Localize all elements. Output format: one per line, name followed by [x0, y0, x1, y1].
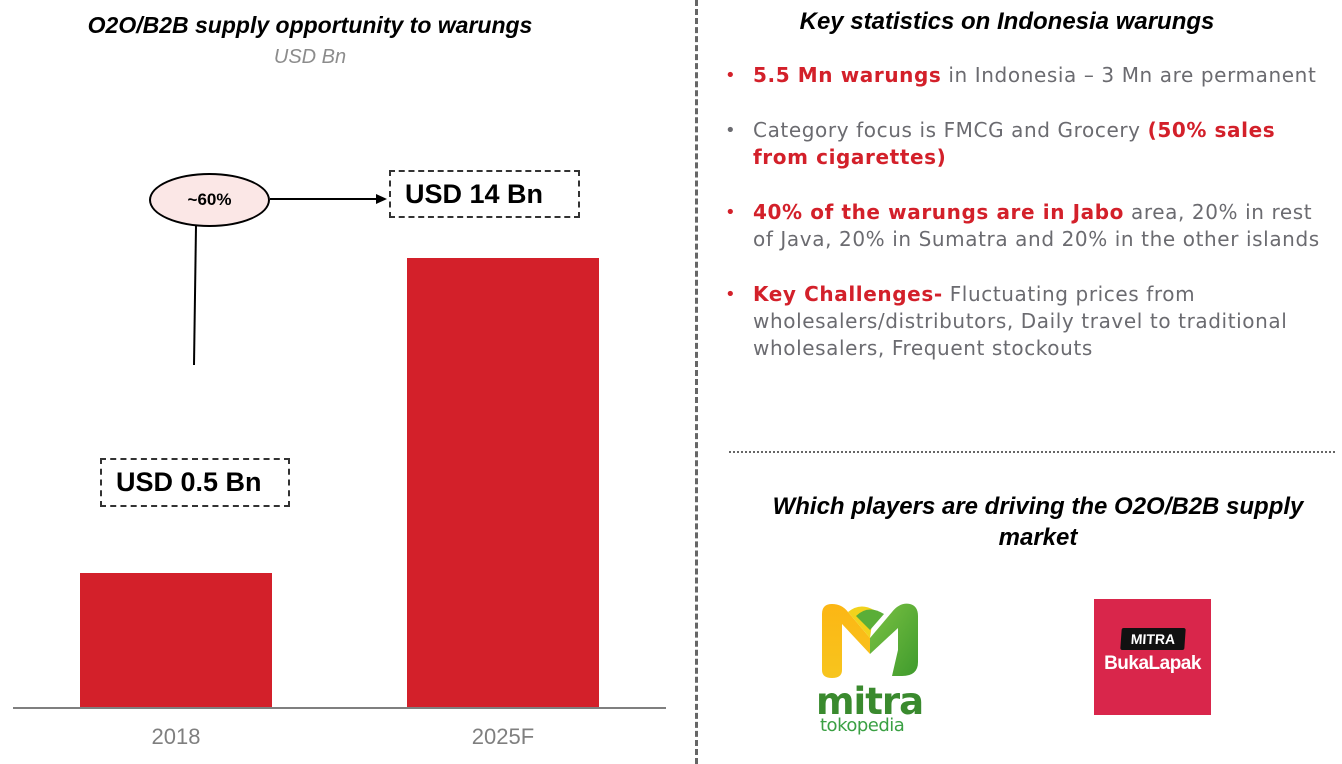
mitra-tokopedia-logo: mitra tokopedia	[812, 600, 928, 740]
bullet-icon: •	[725, 120, 737, 141]
horizontal-divider	[729, 451, 1335, 453]
bukalapak-word: BukaLapak	[1104, 653, 1201, 674]
bar-chart	[13, 194, 666, 709]
stats-title: Key statistics on Indonesia warungs	[700, 8, 1342, 36]
data-label-2025f: USD 14 Bn	[389, 170, 580, 218]
chart-subtitle: USD Bn	[273, 46, 347, 68]
x-tick-label: 2018	[151, 724, 201, 749]
mitra-tokopedia-word: mitra	[816, 680, 924, 723]
players-title: Which players are driving the O2O/B2B su…	[772, 493, 1304, 551]
stat-text: in Indonesia – 3 Mn are permanent	[941, 63, 1317, 87]
growth-callout: ~60%	[149, 173, 270, 227]
stat-highlight: (50% sales from cigarettes)	[753, 118, 1276, 169]
mitra-bukalapak-logo: MITRA BukaLapak	[1094, 599, 1211, 715]
data-label-2018: USD 0.5 Bn	[100, 458, 290, 507]
stats-title-text: Key statistics on Indonesia warungs	[799, 8, 1215, 35]
stat-highlight: 5.5 Mn warungs	[753, 63, 942, 87]
stat-item: • Key Challenges- Fluctuating prices fro…	[722, 281, 1332, 362]
stats-list: • 5.5 Mn warungs in Indonesia – 3 Mn are…	[722, 62, 1332, 390]
stat-item: • 40% of the warungs are in Jabo area, 2…	[722, 199, 1332, 253]
stat-item: • 5.5 Mn warungs in Indonesia – 3 Mn are…	[722, 62, 1332, 89]
chart-title: O2O/B2B supply opportunity to warungs	[87, 12, 533, 38]
arrow-head-icon	[376, 194, 387, 204]
bullet-icon: •	[725, 65, 737, 86]
callout-connector-vertical	[193, 225, 197, 366]
bullet-icon: •	[725, 202, 737, 223]
mitra-tokopedia-sub: tokopedia	[820, 715, 905, 736]
mitra-m-icon	[822, 603, 918, 678]
x-tick-label: 2025F	[471, 724, 535, 749]
stat-highlight: 40% of the warungs are in Jabo	[753, 200, 1124, 224]
bar-2018	[80, 573, 272, 707]
growth-callout-text: ~60%	[187, 190, 232, 209]
stat-item: • Category focus is FMCG and Grocery (50…	[722, 117, 1332, 171]
bullet-icon: •	[725, 284, 737, 305]
stat-highlight: Key Challenges-	[753, 282, 943, 306]
stat-text: area, 20% in rest of Java, 20% in Sumatr…	[753, 200, 1320, 251]
stat-text: Category focus is FMCG and Grocery	[753, 118, 1148, 142]
mitra-badge: MITRA	[1120, 628, 1186, 650]
bar-2025f	[407, 258, 599, 707]
vertical-divider	[695, 0, 698, 764]
stat-text: Fluctuating prices from wholesalers/dist…	[753, 282, 1288, 360]
